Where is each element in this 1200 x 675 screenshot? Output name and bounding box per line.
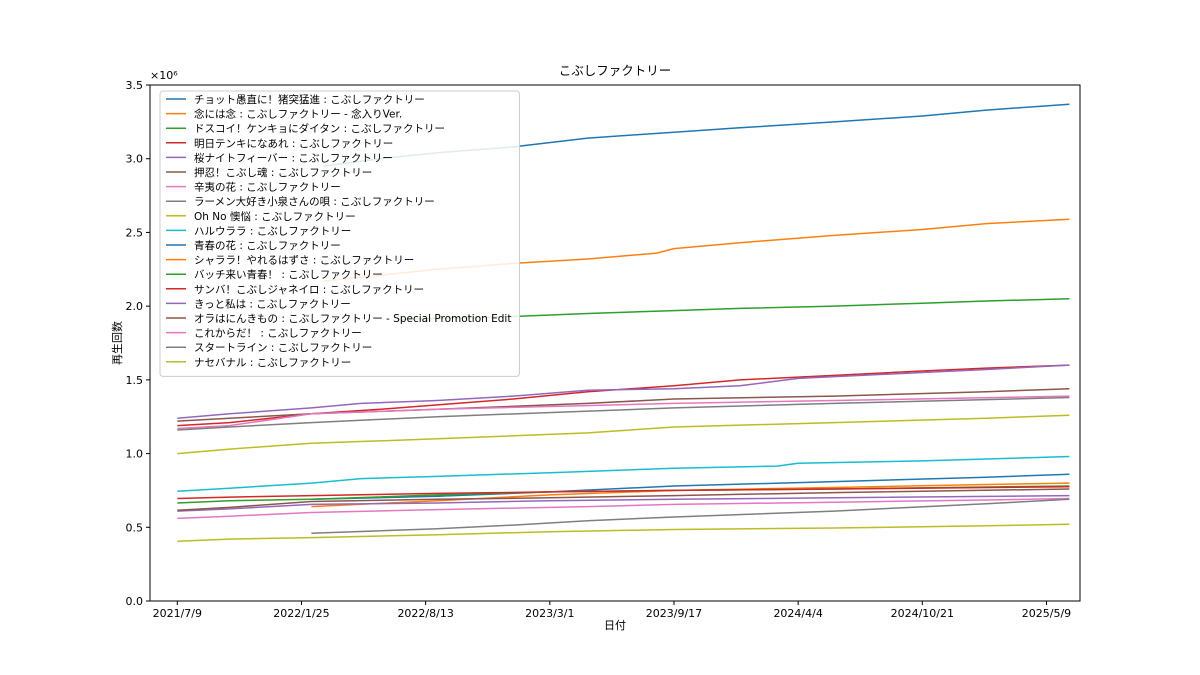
- legend-entry: これからだ！ : こぶしファクトリー: [194, 328, 362, 340]
- x-tick-label: 2025/5/9: [1022, 607, 1071, 620]
- series-line-16: [177, 488, 1070, 512]
- x-tick-label: 2021/7/9: [153, 607, 202, 620]
- series-line-5: [177, 364, 1070, 419]
- legend-entry: オラはにんきもの : こぶしファクトリー - Special Promotion…: [194, 313, 511, 325]
- series-line-10: [177, 455, 1070, 492]
- y-tick-label: 0.0: [126, 595, 144, 608]
- y-tick-label: 1.0: [126, 448, 144, 461]
- series-line-6: [177, 387, 1070, 422]
- y-tick-label: 2.0: [126, 300, 144, 313]
- series-layer: [177, 103, 1070, 543]
- legend-entry: 辛夷の花 : こぶしファクトリー: [194, 181, 341, 194]
- series-line-9: [177, 414, 1070, 455]
- y-tick-label: 1.5: [126, 374, 144, 387]
- plot-frame: [149, 84, 1081, 602]
- series-line-18: [177, 396, 1070, 431]
- legend-entry: ハルウララ : こぶしファクトリー: [194, 225, 351, 237]
- y-offset-label: ×10⁶: [150, 69, 178, 82]
- series-line-15: [177, 494, 1070, 512]
- legend-entry: チョット愚直に！猪突猛進 : こぶしファクトリー: [194, 93, 425, 106]
- series-line-19: [177, 523, 1070, 543]
- legend-entry: ナセバナル : こぶしファクトリー: [194, 357, 351, 369]
- series-line-11: [311, 473, 1070, 501]
- y-tick-label: 3.5: [126, 79, 144, 92]
- legend-entry: Oh No 懊悩 : こぶしファクトリー: [194, 210, 356, 223]
- legend-entry: きっと私は : こぶしファクトリー: [194, 298, 351, 310]
- x-tick-label: 2024/4/4: [773, 607, 822, 620]
- y-tick-label: 3.0: [126, 153, 144, 166]
- legend-entry: 桜ナイトフィーバー : こぶしファクトリー: [194, 151, 393, 164]
- legend-box: [159, 90, 520, 377]
- chart-title: こぶしファクトリー: [559, 63, 672, 78]
- series-line-17: [177, 395, 1070, 430]
- series-line-3: [398, 298, 1070, 321]
- x-tick-label: 2023/3/1: [525, 607, 574, 620]
- series-line-8: [311, 498, 1070, 534]
- legend-entry: スタートライン : こぶしファクトリー: [194, 342, 372, 354]
- legend-entry: 押忍！こぶし魂 : こぶしファクトリー: [194, 166, 372, 179]
- y-axis-title: 再生回数: [110, 321, 124, 365]
- x-axis-title: 日付: [604, 619, 626, 632]
- x-tick-label: 2023/9/17: [646, 607, 702, 620]
- legend-entry: ラーメン大好き小泉さんの唄 : こぶしファクトリー: [194, 195, 435, 208]
- y-tick-label: 2.5: [126, 226, 144, 239]
- axes-layer: 0.0 0.5 1.0 1.5 2.0 2.5 3.0 3.5 2021/7/9 2022/1/2…: [126, 79, 1072, 620]
- series-line-14: [177, 485, 1070, 500]
- y-tick-label: 0.5: [126, 521, 144, 534]
- legend-entry: 明日テンキになあれ : こぶしファクトリー: [194, 138, 393, 150]
- x-tick-label: 2024/10/21: [891, 607, 954, 620]
- legend-entry: バッチ来い青春！ : こぶしファクトリー: [194, 268, 383, 281]
- legend-entry: 念には念 : こぶしファクトリー - 念入りVer.: [194, 108, 402, 121]
- x-tick-label: 2022/1/25: [273, 607, 329, 620]
- legend-entry: シャララ！やれるはずさ : こぶしファクトリー: [194, 255, 414, 267]
- series-line-7: [177, 497, 1070, 520]
- legend-entry: サンバ！こぶしジャネイロ : こぶしファクトリー: [194, 284, 424, 296]
- legend-entry: 青春の花 : こぶしファクトリー: [194, 239, 341, 252]
- legend-entry: ドスコイ！ケンキョにダイタン : こぶしファクトリー: [194, 122, 445, 135]
- x-tick-label: 2022/8/13: [397, 607, 453, 620]
